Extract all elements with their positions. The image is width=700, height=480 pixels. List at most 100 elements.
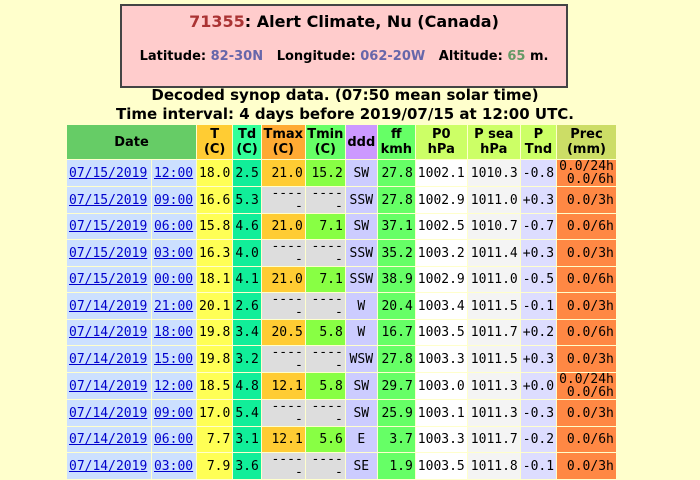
value-cell: 1011.8 [467, 453, 520, 479]
value-cell: 1011.4 [467, 240, 520, 266]
value-cell: 1011.7 [467, 427, 520, 452]
prec-text: 0.0/3h [566, 458, 614, 474]
unit: m. [529, 49, 549, 64]
value-cell: 21.0 [261, 214, 305, 239]
date-link[interactable]: 07/15/2019 [69, 192, 148, 208]
label: Latitude: [139, 49, 207, 64]
date-cell: 07/14/2019 [67, 400, 151, 426]
time-cell: 09:00 [151, 187, 196, 213]
date-link[interactable]: 15:00 [153, 351, 194, 367]
value-cell: 7.1 [305, 267, 345, 292]
value-cell: 0.0/6h [557, 427, 616, 452]
value-cell: 1003.4 [415, 293, 467, 319]
label: Altitude: [438, 49, 503, 64]
time-cell: 06:00 [151, 214, 196, 239]
value-cell: 1003.1 [415, 400, 467, 426]
column-header: P0 hPa [415, 125, 467, 159]
value-cell: 35.2 [377, 240, 415, 266]
value-cell: 0.0/3h [557, 293, 616, 319]
value-cell: 17.0 [197, 400, 233, 426]
data-row: 07/14/2019 06:00 7.7 3.1 12.1 5.6 E 3.7 1003.3 10… [67, 427, 616, 452]
header-text: Tmax [263, 127, 304, 142]
date-link[interactable]: 07/15/2019 [69, 272, 148, 287]
synop-table: Date T (C) Td (C) Tmax (C) Tmin (C) ddd ff kmh P0 hPa… [66, 124, 617, 480]
value-cell: SSW [345, 267, 377, 292]
value-cell: 18.1 [197, 267, 233, 292]
value-cell: 1002.5 [415, 214, 467, 239]
header-text: ddd [347, 134, 376, 150]
time-cell: 18:00 [151, 320, 196, 345]
header-text: (C) [203, 142, 226, 157]
station-title: 71355: Alert Climate, Nu (Canada) [189, 12, 499, 31]
date-link[interactable]: 03:00 [153, 245, 194, 261]
value-cell: 1010.7 [467, 214, 520, 239]
value-cell: 21.0 [261, 160, 305, 186]
date-link[interactable]: 07/14/2019 [69, 458, 148, 474]
prec-text: 0.0/24h [559, 159, 614, 174]
value-cell: SSW [345, 187, 377, 213]
value-cell: SW [345, 400, 377, 426]
date-link[interactable]: 06:00 [153, 219, 194, 234]
value-cell: 3.2 [233, 346, 261, 372]
value-cell: 5.8 [305, 320, 345, 345]
value-cell: 20.1 [197, 293, 233, 319]
date-link[interactable]: 07/15/2019 [69, 165, 148, 181]
value-cell: +0.3 [520, 346, 557, 372]
value-cell: 5.4 [233, 400, 261, 426]
date-cell: 07/14/2019 [67, 346, 151, 372]
date-link[interactable]: 07/14/2019 [69, 325, 148, 340]
value-cell: 3.4 [233, 320, 261, 345]
value-cell: 3.7 [377, 427, 415, 452]
date-link[interactable]: 09:00 [153, 192, 194, 208]
date-link[interactable]: 06:00 [153, 432, 194, 447]
value-cell: 0.0/6h [557, 267, 616, 292]
date-cell: 07/15/2019 [67, 267, 151, 292]
value-cell: 5.8 [305, 373, 345, 399]
value-cell: 20.5 [261, 320, 305, 345]
value-cell: 1002.9 [415, 187, 467, 213]
date-link[interactable]: 07/14/2019 [69, 378, 148, 394]
value-cell: 5.3 [233, 187, 261, 213]
value-cell: 0.0/6h [557, 214, 616, 239]
date-link[interactable]: 07/14/2019 [69, 298, 148, 314]
coordinates: Latitude: 82-30N Longitude: 062-20W Alti… [122, 49, 566, 64]
date-link[interactable]: 07/15/2019 [69, 245, 148, 261]
header-text: Td [237, 127, 257, 142]
time-cell: 03:00 [151, 453, 196, 479]
value-cell: 7.1 [305, 214, 345, 239]
date-link[interactable]: 21:00 [153, 298, 194, 314]
value-cell: 19.8 [197, 346, 233, 372]
date-link[interactable]: 07/14/2019 [69, 405, 148, 421]
date-link[interactable]: 12:00 [153, 165, 194, 181]
value-cell: -0.3 [520, 400, 557, 426]
value-cell: 27.8 [377, 160, 415, 186]
date-link[interactable]: 00:00 [153, 272, 194, 287]
value-cell: ----- [261, 346, 305, 372]
station-name: Alert Climate, Nu (Canada) [256, 12, 499, 31]
column-header: ddd [345, 125, 377, 159]
date-link[interactable]: 07/15/2019 [69, 219, 148, 234]
value-cell: ----- [305, 400, 345, 426]
date-link[interactable]: 12:00 [153, 378, 194, 394]
value-cell: SSW [345, 240, 377, 266]
date-link[interactable]: 18:00 [153, 325, 194, 340]
date-link[interactable]: 07/14/2019 [69, 351, 148, 367]
prec-text: 0.0/3h [566, 298, 614, 314]
date-link[interactable]: 07/14/2019 [69, 432, 148, 447]
altitude: 65 [507, 49, 526, 64]
value-cell: 1011.0 [467, 187, 520, 213]
value-cell: 0.0/3h [557, 346, 616, 372]
label: Longitude: [276, 49, 356, 64]
date-link[interactable]: 09:00 [153, 405, 194, 421]
prec-text: 0.0/3h [566, 405, 614, 421]
value-cell: 12.1 [261, 373, 305, 399]
value-cell: SW [345, 373, 377, 399]
column-header: Td (C) [233, 125, 261, 159]
value-cell: 7.9 [197, 453, 233, 479]
column-header: T (C) [197, 125, 233, 159]
value-cell: 20.4 [377, 293, 415, 319]
date-link[interactable]: 03:00 [153, 458, 194, 474]
date-cell: 07/14/2019 [67, 373, 151, 399]
value-cell: 0.0/3h [557, 453, 616, 479]
data-row: 07/14/2019 03:00 7.9 3.6 ----- ----- SE 1.9 1003… [67, 453, 616, 479]
